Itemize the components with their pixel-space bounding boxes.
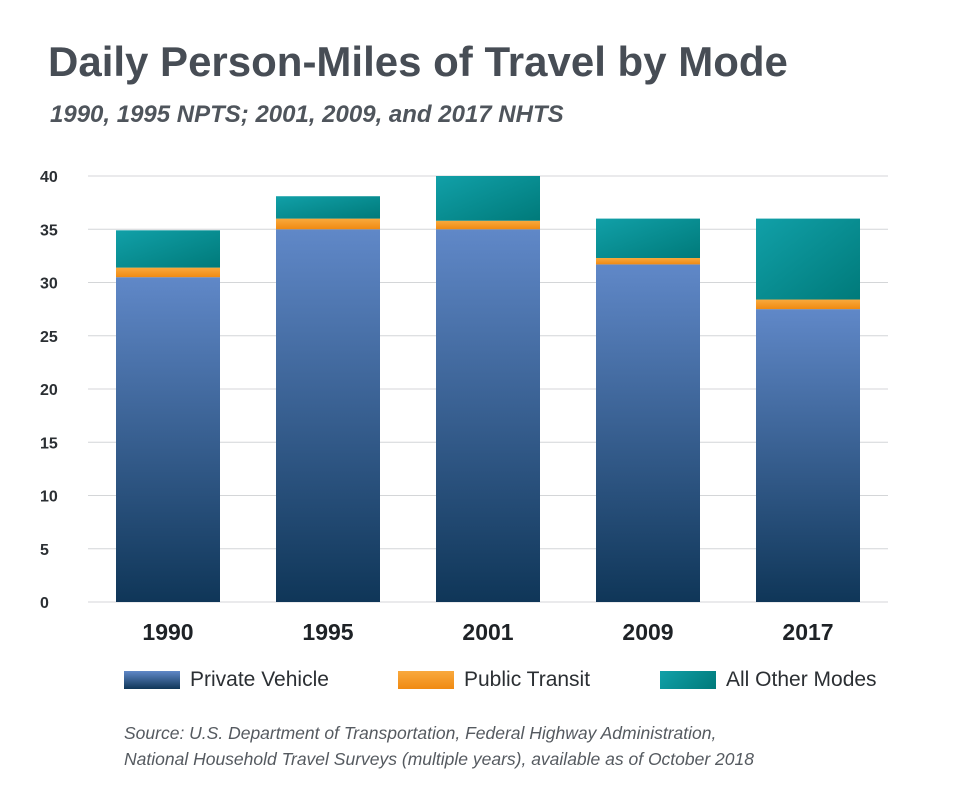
source-line-2: National Household Travel Surveys (multi… <box>124 749 754 769</box>
chart-title: Daily Person-Miles of Travel by Mode <box>48 38 788 85</box>
y-axis-ticks: 0 5 10 15 20 25 30 35 40 <box>40 169 58 612</box>
y-tick-label-15: 15 <box>40 435 58 452</box>
bar-private-vehicle-2009 <box>596 264 700 602</box>
bar-public-transit-1990 <box>116 267 220 278</box>
legend-item-public-transit: Public Transit <box>398 668 590 692</box>
bar-public-transit-2017 <box>756 299 860 310</box>
bar-public-transit-1995 <box>276 218 380 230</box>
x-tick-label-1995: 1995 <box>302 619 353 645</box>
y-tick-label-5: 5 <box>40 542 49 559</box>
legend-label-private-vehicle: Private Vehicle <box>190 668 329 691</box>
legend-swatch-all-other-modes <box>660 671 716 689</box>
bar-private-vehicle-2001 <box>436 229 540 602</box>
chart-subtitle: 1990, 1995 NPTS; 2001, 2009, and 2017 NH… <box>50 101 564 128</box>
legend-item-all-other-modes: All Other Modes <box>660 668 877 692</box>
x-axis-ticks: 1990 1995 2001 2009 2017 <box>142 619 833 645</box>
bars <box>116 176 860 602</box>
bar-all-other-modes-1990 <box>116 230 220 268</box>
x-tick-label-1990: 1990 <box>142 619 193 645</box>
y-tick-label-20: 20 <box>40 382 58 399</box>
bar-private-vehicle-1995 <box>276 229 380 602</box>
bar-all-other-modes-2001 <box>436 176 540 221</box>
bar-private-vehicle-1990 <box>116 277 220 602</box>
x-tick-label-2001: 2001 <box>462 619 513 645</box>
y-tick-label-40: 40 <box>40 169 58 186</box>
legend-label-all-other-modes: All Other Modes <box>726 668 877 691</box>
bar-all-other-modes-2009 <box>596 218 700 259</box>
stacked-bar-chart: 0 5 10 15 20 25 30 35 40 1990 1995 2001 2009 2017 <box>40 169 888 645</box>
y-tick-label-35: 35 <box>40 222 58 239</box>
x-tick-label-2017: 2017 <box>782 619 833 645</box>
y-tick-label-30: 30 <box>40 276 58 293</box>
bar-public-transit-2001 <box>436 220 540 230</box>
bar-private-vehicle-2017 <box>756 309 860 602</box>
bar-public-transit-2009 <box>596 258 700 265</box>
y-tick-label-25: 25 <box>40 329 58 346</box>
legend-label-public-transit: Public Transit <box>464 668 591 691</box>
bar-all-other-modes-1995 <box>276 196 380 219</box>
source-line-1: Source: U.S. Department of Transportatio… <box>124 723 717 743</box>
legend-swatch-private-vehicle <box>124 671 180 689</box>
legend-item-private-vehicle: Private Vehicle <box>124 668 329 692</box>
bar-all-other-modes-2017 <box>756 218 860 300</box>
legend-swatch-public-transit <box>398 671 454 689</box>
y-tick-label-10: 10 <box>40 489 58 506</box>
y-tick-label-0: 0 <box>40 595 49 612</box>
x-tick-label-2009: 2009 <box>622 619 673 645</box>
source-note: Source: U.S. Department of Transportatio… <box>124 720 754 772</box>
